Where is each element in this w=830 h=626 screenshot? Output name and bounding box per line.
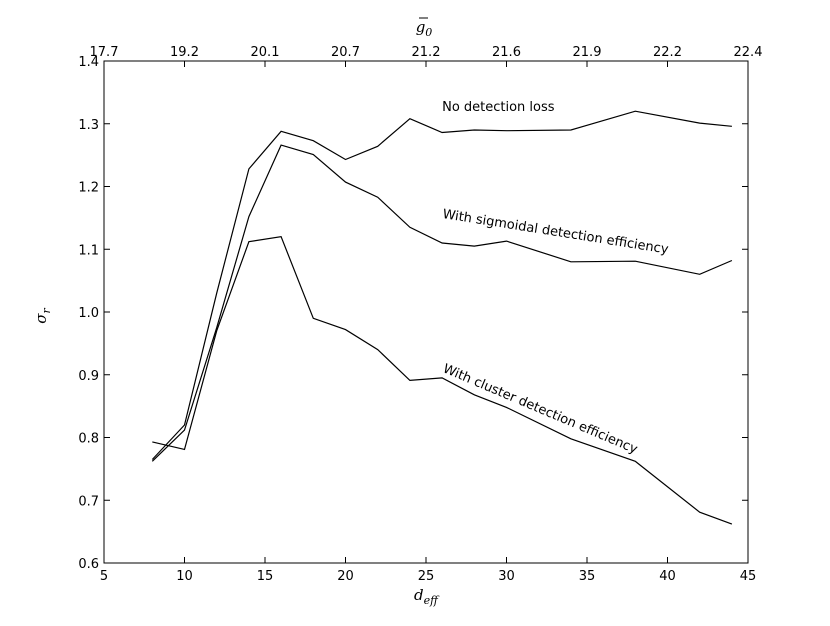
y-tick-label: 0.7 bbox=[78, 494, 99, 509]
x-tick-label: 40 bbox=[659, 569, 676, 584]
y-axis-label: σr bbox=[32, 308, 53, 324]
top-tick-label: 21.9 bbox=[573, 45, 602, 60]
y-tick-label: 1.0 bbox=[78, 306, 99, 321]
x-tick-label: 35 bbox=[579, 569, 596, 584]
y-tick-label: 1.1 bbox=[78, 243, 99, 258]
top-tick-label: 21.2 bbox=[412, 45, 441, 60]
y-tick-label: 0.6 bbox=[78, 557, 99, 572]
y-tick-label: 1.4 bbox=[78, 55, 99, 70]
top-tick-label: 22.4 bbox=[734, 45, 763, 60]
x-tick-label: 5 bbox=[100, 569, 108, 584]
x-tick-label: 10 bbox=[176, 569, 193, 584]
x-tick-label: 15 bbox=[257, 569, 274, 584]
annotation-cluster: With cluster detection efficiency bbox=[441, 361, 640, 457]
x-tick-label: 30 bbox=[498, 569, 515, 584]
top-axis-label: g0 bbox=[416, 18, 433, 39]
y-tick-label: 0.8 bbox=[78, 432, 99, 447]
top-tick-label: 21.6 bbox=[492, 45, 521, 60]
x-tick-label: 45 bbox=[740, 569, 757, 584]
x-axis-label: deff bbox=[414, 586, 440, 607]
no-detection-loss-line bbox=[151, 110, 732, 460]
top-tick-label: 20.1 bbox=[251, 45, 280, 60]
y-tick-label: 0.9 bbox=[78, 369, 99, 384]
plot-frame bbox=[103, 60, 749, 564]
top-tick-label: 20.7 bbox=[331, 45, 360, 60]
top-tick-label: 17.7 bbox=[90, 45, 119, 60]
x-tick-label: 25 bbox=[418, 569, 435, 584]
top-tick-label: 22.2 bbox=[653, 45, 682, 60]
y-tick-label: 1.2 bbox=[78, 181, 99, 196]
sigmoidal-efficiency-line bbox=[151, 144, 733, 462]
annotation-no-detection-loss: No detection loss bbox=[442, 100, 555, 115]
tick-layer: 5 10 15 20 25 30 35 40 45 17.7 19.2 20.1 20.7 21.2 21.… bbox=[78, 45, 762, 584]
annotation-sigmoidal: With sigmoidal detection efficiency bbox=[441, 207, 669, 258]
x-tick-label: 20 bbox=[337, 569, 354, 584]
series-layer bbox=[151, 110, 733, 525]
cluster-efficiency-line bbox=[152, 236, 733, 525]
annotation-layer: No detection loss With sigmoidal detectio… bbox=[441, 100, 670, 457]
y-tick-label: 1.3 bbox=[78, 118, 99, 133]
top-tick-label: 19.2 bbox=[170, 45, 199, 60]
